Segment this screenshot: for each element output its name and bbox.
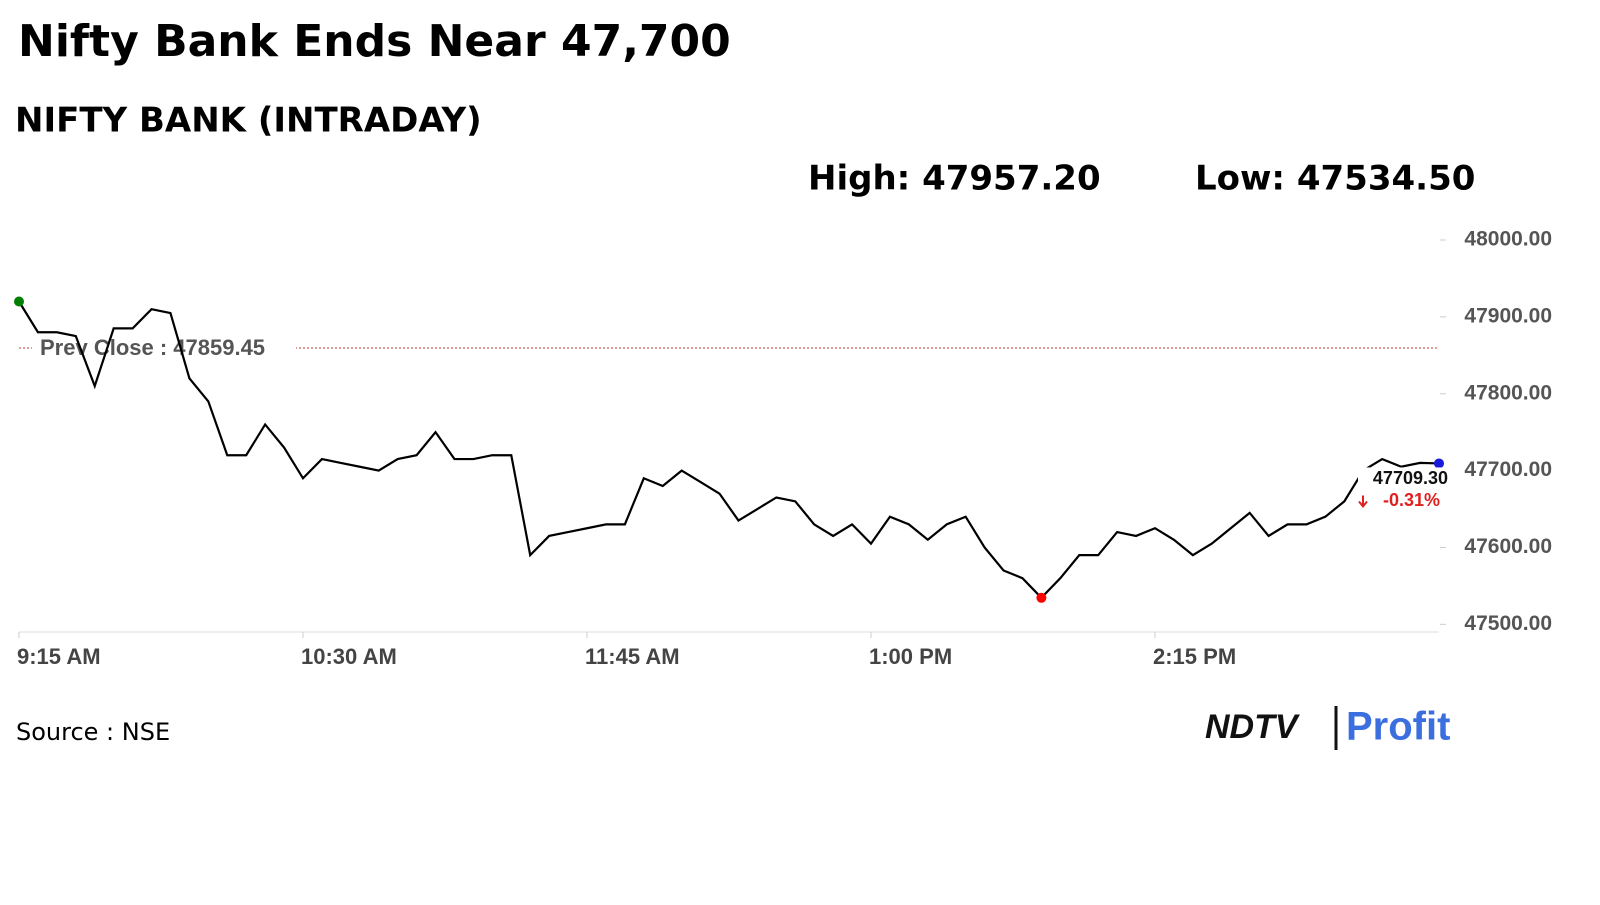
prev-close-label: Prev Close : 47859.45 — [40, 335, 265, 360]
price-line — [18, 300, 1440, 600]
last-label-bg — [1358, 467, 1450, 516]
x-tick-label: 1:00 PM — [869, 644, 952, 669]
x-tick-label: 9:15 AM — [17, 644, 101, 669]
y-tick-label: 47700.00 — [1464, 458, 1552, 481]
low-stat: Low: 47534.50 — [1195, 159, 1475, 199]
logo-ndtv: NDTV — [1205, 708, 1301, 746]
logo-profit: Profit — [1346, 705, 1450, 749]
down-arrow — [1358, 495, 1368, 509]
x-tick-label: 10:30 AM — [301, 644, 397, 669]
y-tick-label: 47900.00 — [1464, 304, 1552, 327]
y-tick-label: 47600.00 — [1464, 535, 1552, 558]
change-label: -0.31% — [1383, 490, 1440, 510]
y-tick-label: 47800.00 — [1464, 381, 1552, 404]
low-point — [1036, 592, 1047, 603]
high-stat: High: 47957.20 — [808, 159, 1101, 199]
chart-title: Nifty Bank Ends Near 47,700 — [18, 16, 731, 67]
y-tick-label: 47500.00 — [1464, 612, 1552, 635]
last-value-label: 47709.30 — [1373, 468, 1448, 488]
x-tick-label: 11:45 AM — [585, 644, 680, 669]
y-tick-label: 48000.00 — [1464, 228, 1552, 251]
source: Source : NSE — [16, 718, 170, 746]
x-tick-label: 2:15 PM — [1153, 644, 1236, 669]
last-point — [1434, 458, 1444, 469]
chart-subtitle: NIFTY BANK (INTRADAY) — [15, 101, 482, 141]
open-point — [14, 296, 24, 307]
